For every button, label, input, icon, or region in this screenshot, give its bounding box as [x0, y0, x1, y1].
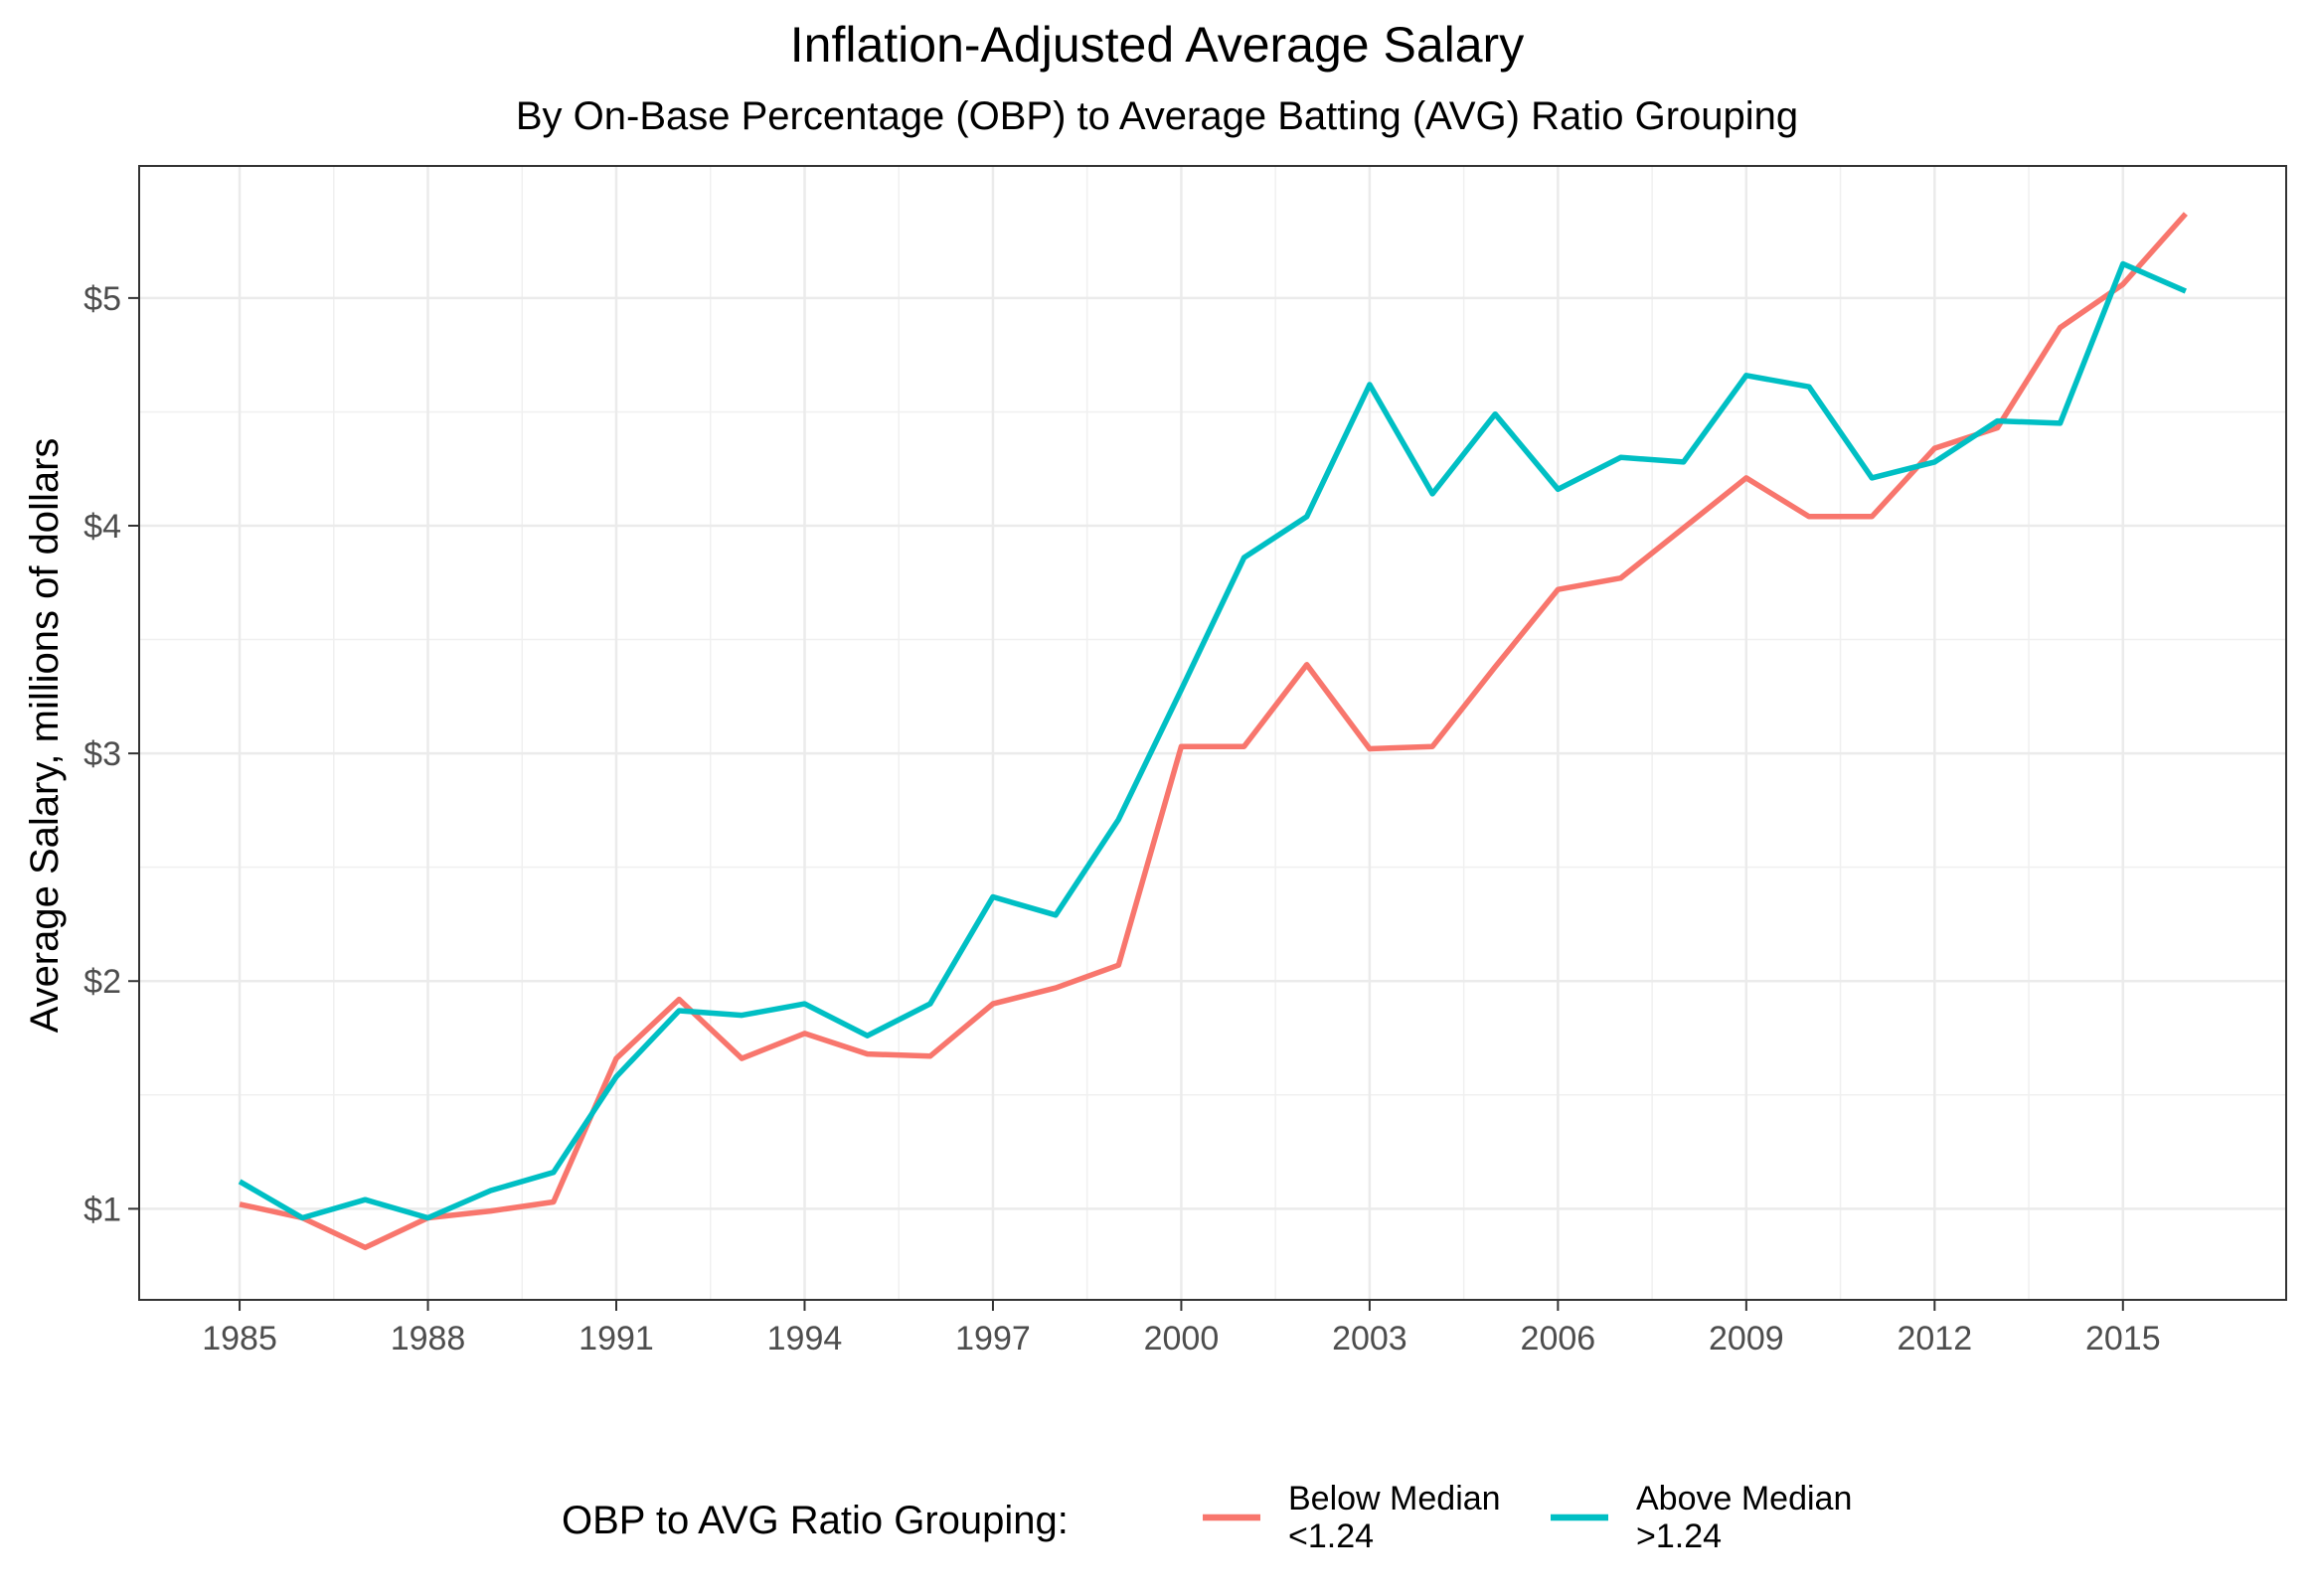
y-tick-label: $2: [83, 963, 121, 1001]
x-tick-label: 2000: [1144, 1320, 1220, 1357]
x-tick-label: 2015: [2085, 1320, 2161, 1357]
legend-title: OBP to AVG Ratio Grouping:: [562, 1499, 1069, 1542]
legend-sublabel: <1.24: [1288, 1517, 1374, 1555]
series-line: [239, 212, 2188, 1251]
legend: OBP to AVG Ratio Grouping: Below Median<…: [562, 1480, 1852, 1555]
legend-label: Above Median: [1636, 1480, 1852, 1517]
y-tick-label: $1: [83, 1191, 121, 1228]
x-tick-label: 2006: [1521, 1320, 1596, 1357]
y-axis: $1 $2 $3 $4 $5: [83, 280, 139, 1228]
plot-panel-border: [138, 165, 2287, 1301]
x-tick-label: 2003: [1332, 1320, 1407, 1357]
chart-title: Inflation-Adjusted Average Salary: [790, 17, 1524, 73]
x-tick-label: 1991: [578, 1320, 654, 1357]
x-tick-label: 1994: [767, 1320, 843, 1357]
legend-label: Below Median: [1288, 1480, 1501, 1517]
y-tick-label: $4: [83, 508, 121, 546]
grid-major: [139, 166, 2286, 1300]
x-tick-label: 1985: [202, 1320, 277, 1357]
x-tick-label: 1988: [391, 1320, 466, 1357]
y-tick-label: $3: [83, 735, 121, 773]
x-tick-label: 2012: [1897, 1320, 1972, 1357]
legend-sublabel: >1.24: [1636, 1517, 1722, 1555]
x-tick-label: 2009: [1709, 1320, 1784, 1357]
x-tick-label: 1997: [955, 1320, 1031, 1357]
series-line: [238, 260, 2187, 1221]
grid-minor: [139, 166, 2286, 1300]
y-tick-label: $5: [83, 280, 121, 318]
chart-subtitle: By On-Base Percentage (OBP) to Average B…: [516, 94, 1798, 138]
x-axis: 1985 1988 1991 1994 1997 2000 2003 2006 2009 2012…: [202, 1300, 2161, 1357]
series-layer: [238, 212, 2188, 1251]
y-axis-title: Average Salary, millions of dollars: [23, 438, 67, 1034]
